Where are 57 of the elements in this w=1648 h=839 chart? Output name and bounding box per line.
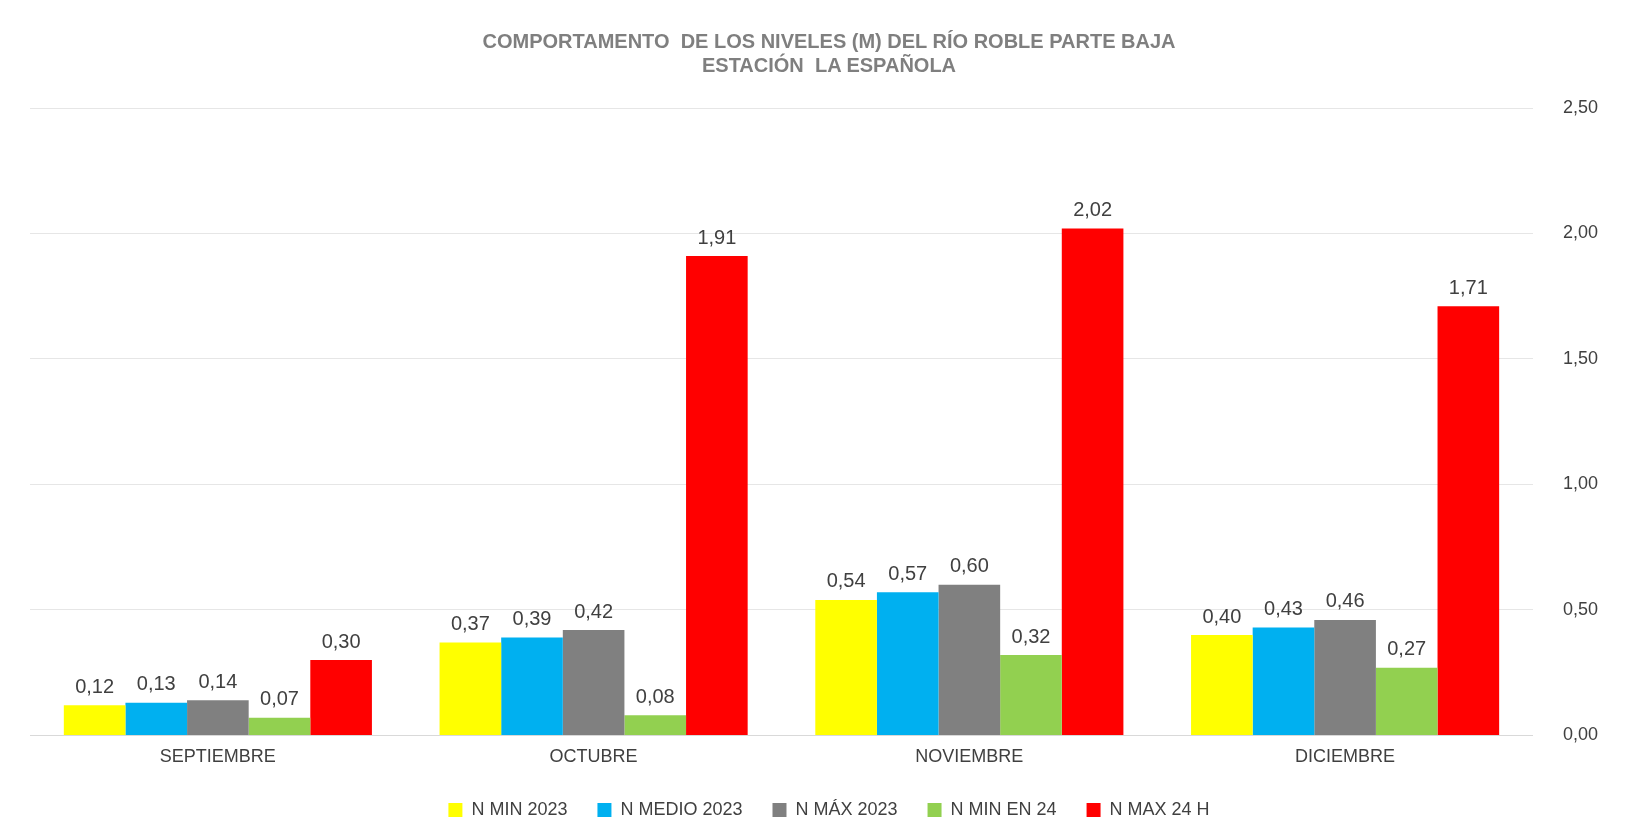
legend-label: N MEDIO 2023 [620, 798, 743, 819]
bar [310, 660, 372, 735]
data-label: 0,40 [1202, 604, 1242, 627]
data-label: 0,39 [512, 607, 552, 630]
bar [624, 715, 687, 735]
bar [187, 700, 249, 735]
data-label: 0,13 [136, 672, 176, 695]
bar [1000, 655, 1062, 735]
x-tick-label: OCTUBRE [549, 746, 638, 767]
data-label: 1,71 [1448, 275, 1488, 298]
bar [1252, 627, 1315, 735]
bar [938, 584, 1001, 735]
legend-label: N MÁX 2023 [795, 798, 898, 819]
y-tick-label: 1,50 [1562, 347, 1599, 368]
bar [686, 256, 748, 735]
data-label: 0,43 [1264, 597, 1303, 619]
text: ESTACIÓN LA ESPAÑOLA [701, 53, 957, 76]
data-label: 0,57 [888, 561, 928, 584]
legend-label: N MIN EN 24 [950, 798, 1057, 819]
bar [562, 630, 625, 735]
legend-label: N MAX 24 H [1109, 798, 1210, 819]
y-tick-label: 1,00 [1562, 473, 1599, 494]
y-tick-label: 0,50 [1562, 598, 1599, 619]
x-tick-label: NOVIEMBRE [915, 746, 1024, 767]
bar [1375, 667, 1438, 735]
y-tick-label: 2,00 [1562, 222, 1599, 243]
bar [125, 702, 188, 735]
bar [1314, 619, 1376, 735]
data-label: 0,60 [949, 554, 989, 577]
bar [439, 642, 502, 735]
data-label: 0,54 [826, 569, 866, 592]
data-label: 0,07 [260, 687, 299, 710]
data-label: 0,32 [1011, 624, 1051, 647]
data-label: 0,30 [321, 629, 361, 652]
bar [1191, 635, 1253, 735]
bar [248, 717, 311, 735]
bar [1061, 228, 1124, 735]
bar [1437, 306, 1500, 735]
data-label: 0,08 [635, 684, 675, 707]
y-tick-label: 0,00 [1562, 724, 1599, 745]
bar [501, 637, 563, 735]
x-tick-label: SEPTIEMBRE [159, 746, 276, 767]
data-label: 0,14 [198, 669, 238, 692]
data-label: 0,12 [75, 674, 115, 697]
data-label: 0,42 [574, 599, 614, 622]
bar [815, 599, 877, 735]
data-label: 0,27 [1387, 637, 1427, 660]
text: COMPORTAMENTO DE LOS NIVELES (M) DEL RÍO ROBLE PARTE BAJA [482, 29, 1176, 52]
bar [63, 705, 126, 735]
x-tick-label: DICIEMBRE [1295, 746, 1396, 767]
data-label: 1,91 [697, 225, 737, 248]
bar [876, 592, 939, 735]
data-label: 0,46 [1325, 589, 1365, 612]
data-label: 0,37 [450, 612, 490, 635]
y-tick-label: 2,50 [1562, 96, 1599, 117]
legend-label: N MIN 2023 [471, 798, 568, 819]
data-label: 2,02 [1073, 197, 1113, 220]
